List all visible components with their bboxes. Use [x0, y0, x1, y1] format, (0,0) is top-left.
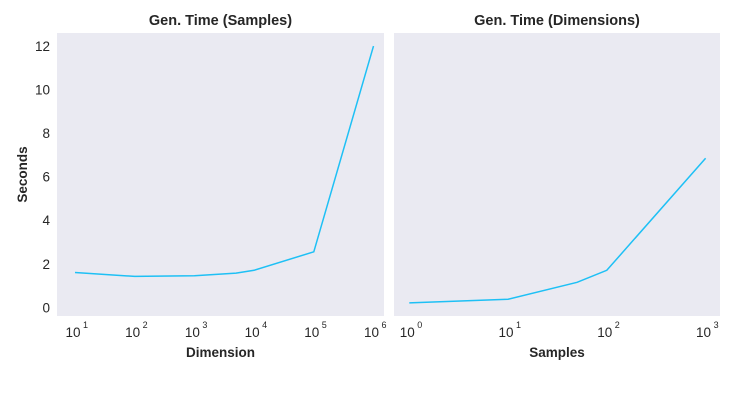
x-axis-label-right: Samples — [529, 345, 585, 360]
x-tick-label: 10 0 — [400, 320, 423, 340]
svg-text:10: 10 — [364, 325, 379, 340]
plot-area-right — [394, 33, 720, 316]
x-tick-label: 10 1 — [65, 320, 88, 340]
svg-text:1: 1 — [516, 320, 521, 330]
y-tick-label: 4 — [42, 213, 50, 228]
svg-text:10: 10 — [245, 325, 260, 340]
svg-text:10: 10 — [125, 325, 140, 340]
x-tick-label: 10 3 — [696, 320, 719, 340]
svg-text:4: 4 — [262, 320, 267, 330]
chart-title-right: Gen. Time (Dimensions) — [474, 13, 640, 29]
y-tick-label: 12 — [35, 39, 50, 54]
svg-text:10: 10 — [696, 325, 711, 340]
x-tick-label: 10 4 — [245, 320, 268, 340]
svg-text:2: 2 — [143, 320, 148, 330]
x-tick-label: 10 6 — [364, 320, 387, 340]
svg-text:5: 5 — [322, 320, 327, 330]
chart-right: Gen. Time (Dimensions) 10 0 10 1 10 2 10 3 Samp… — [394, 13, 720, 360]
x-tick-label: 10 2 — [125, 320, 148, 340]
y-tick-label: 0 — [42, 300, 50, 315]
x-tick-label: 10 3 — [185, 320, 208, 340]
svg-text:0: 0 — [417, 320, 422, 330]
svg-text:3: 3 — [202, 320, 207, 330]
svg-text:10: 10 — [185, 325, 200, 340]
svg-text:3: 3 — [714, 320, 719, 330]
svg-text:1: 1 — [83, 320, 88, 330]
data-line-left — [74, 45, 375, 278]
x-tick-label: 10 1 — [499, 320, 522, 340]
x-tick-label: 10 5 — [304, 320, 327, 340]
x-tick-label: 10 2 — [597, 320, 620, 340]
x-axis-label-left: Dimension — [186, 345, 255, 360]
svg-text:10: 10 — [304, 325, 319, 340]
svg-text:10: 10 — [400, 325, 415, 340]
chart-title-left: Gen. Time (Samples) — [149, 13, 292, 29]
svg-text:2: 2 — [615, 320, 620, 330]
plot-area-left — [57, 33, 384, 316]
y-axis-label: Seconds — [15, 146, 30, 202]
y-tick-label: 10 — [35, 83, 50, 98]
svg-text:10: 10 — [597, 325, 612, 340]
svg-text:10: 10 — [499, 325, 514, 340]
y-axis-ticks-left: 0 2 4 6 8 10 12 — [35, 39, 51, 315]
svg-text:6: 6 — [381, 320, 386, 330]
y-tick-label: 6 — [42, 170, 50, 185]
y-tick-label: 8 — [42, 126, 50, 141]
x-axis-ticks-right: 10 0 10 1 10 2 10 3 — [400, 320, 719, 340]
x-axis-ticks-left: 10 1 10 2 10 3 10 4 10 5 10 6 — [65, 320, 386, 340]
y-tick-label: 2 — [42, 257, 50, 272]
svg-text:10: 10 — [65, 325, 80, 340]
data-line-right — [409, 157, 707, 304]
